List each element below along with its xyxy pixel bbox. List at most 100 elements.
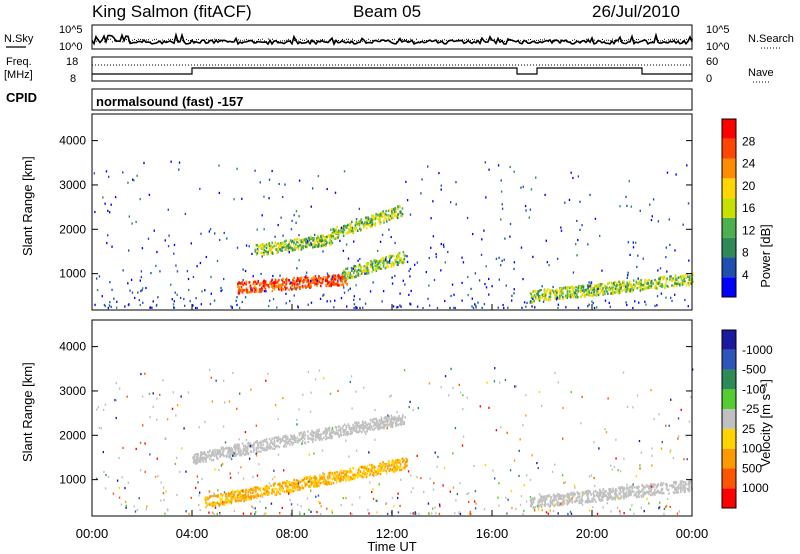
- echo-cell: [586, 284, 589, 287]
- echo-cell: [350, 475, 352, 479]
- echo-cell: [284, 287, 287, 290]
- echo-cell: [601, 290, 604, 293]
- echo-cell: [224, 494, 227, 497]
- echo-cell: [632, 490, 635, 494]
- echo-cell: [608, 489, 611, 492]
- echo-cell: [365, 227, 368, 230]
- echo-cell: [520, 246, 523, 249]
- echo-cell: [455, 181, 457, 184]
- echo-cell: [362, 423, 364, 427]
- echo-cell: [230, 457, 233, 461]
- echo-cell: [402, 261, 404, 265]
- echo-cell: [585, 500, 588, 504]
- echo-cell: [630, 493, 632, 497]
- echo-cell: [383, 464, 386, 467]
- echo-cell: [598, 491, 601, 495]
- echo-cell: [211, 511, 214, 514]
- echo-cell: [276, 488, 278, 491]
- echo-cell: [344, 433, 347, 436]
- echo-cell: [409, 213, 412, 216]
- echo-cell: [279, 511, 281, 515]
- echo-cell: [376, 419, 379, 423]
- echo-cell: [557, 496, 560, 499]
- echo-cell: [149, 416, 151, 419]
- echo-cell: [287, 485, 290, 489]
- echo-cell: [176, 404, 179, 407]
- echo-cell: [245, 287, 248, 290]
- echo-cell: [666, 270, 668, 273]
- echo-cell: [563, 481, 565, 485]
- echo-cell: [305, 242, 308, 245]
- echo-cell: [358, 429, 361, 432]
- colorbar-segment: [722, 468, 736, 489]
- echo-cell: [314, 275, 317, 278]
- echo-cell: [221, 493, 224, 497]
- echo-cell: [353, 306, 355, 310]
- echo-cell: [367, 508, 369, 511]
- echo-cell: [271, 440, 273, 444]
- echo-cell: [634, 300, 636, 303]
- echo-cell: [102, 408, 105, 412]
- echo-cell: [350, 266, 353, 270]
- echo-cell: [639, 467, 641, 470]
- echo-cell: [192, 456, 195, 459]
- echo-cell: [581, 395, 583, 398]
- echo-cell: [315, 433, 317, 437]
- echo-cell: [397, 207, 399, 210]
- echo-cell: [571, 501, 574, 504]
- echo-cell: [291, 508, 293, 511]
- echo-cell: [529, 499, 532, 502]
- echo-cell: [378, 266, 380, 269]
- echo-cell: [197, 460, 200, 463]
- echo-cell: [192, 304, 194, 307]
- echo-cell: [312, 434, 315, 438]
- echo-cell: [574, 486, 576, 489]
- echo-cell: [396, 461, 398, 464]
- echo-cell: [268, 437, 271, 441]
- echo-cell: [265, 506, 267, 510]
- echo-cell: [429, 477, 431, 480]
- echo-cell: [238, 490, 241, 493]
- echo-cell: [270, 251, 272, 254]
- echo-cell: [363, 425, 365, 429]
- echo-cell: [267, 250, 270, 254]
- echo-cell: [449, 201, 452, 204]
- echo-cell: [361, 420, 364, 423]
- echo-cell: [544, 291, 546, 295]
- echo-cell: [603, 491, 606, 494]
- echo-cell: [268, 247, 271, 250]
- echo-cell: [95, 277, 98, 280]
- echo-cell: [264, 489, 266, 492]
- echo-cell: [619, 284, 621, 288]
- echo-cell: [359, 470, 362, 473]
- echo-cell: [358, 424, 361, 428]
- echo-cell: [339, 470, 342, 474]
- echo-cell: [563, 496, 565, 499]
- echo-cell: [388, 469, 391, 472]
- echo-cell: [340, 275, 343, 279]
- echo-cell: [352, 274, 354, 277]
- echo-cell: [103, 470, 105, 474]
- echo-cell: [313, 245, 316, 249]
- echo-cell: [294, 483, 296, 486]
- echo-cell: [382, 464, 385, 467]
- echo-cell: [337, 283, 340, 287]
- echo-cell: [282, 469, 285, 472]
- echo-cell: [354, 424, 357, 427]
- echo-cell: [321, 477, 324, 480]
- echo-cell: [615, 457, 617, 460]
- echo-cell: [297, 241, 300, 244]
- echo-cell: [280, 286, 283, 289]
- echo-cell: [359, 257, 361, 261]
- echo-cell: [554, 494, 557, 498]
- echo-cell: [344, 273, 346, 277]
- echo-cell: [370, 463, 373, 467]
- echo-cell: [340, 283, 343, 287]
- echo-cell: [286, 437, 289, 440]
- echo-cell: [239, 454, 241, 457]
- echo-cell: [306, 481, 309, 484]
- echo-cell: [307, 370, 310, 374]
- echo-cell: [256, 493, 259, 496]
- echo-cell: [578, 501, 581, 505]
